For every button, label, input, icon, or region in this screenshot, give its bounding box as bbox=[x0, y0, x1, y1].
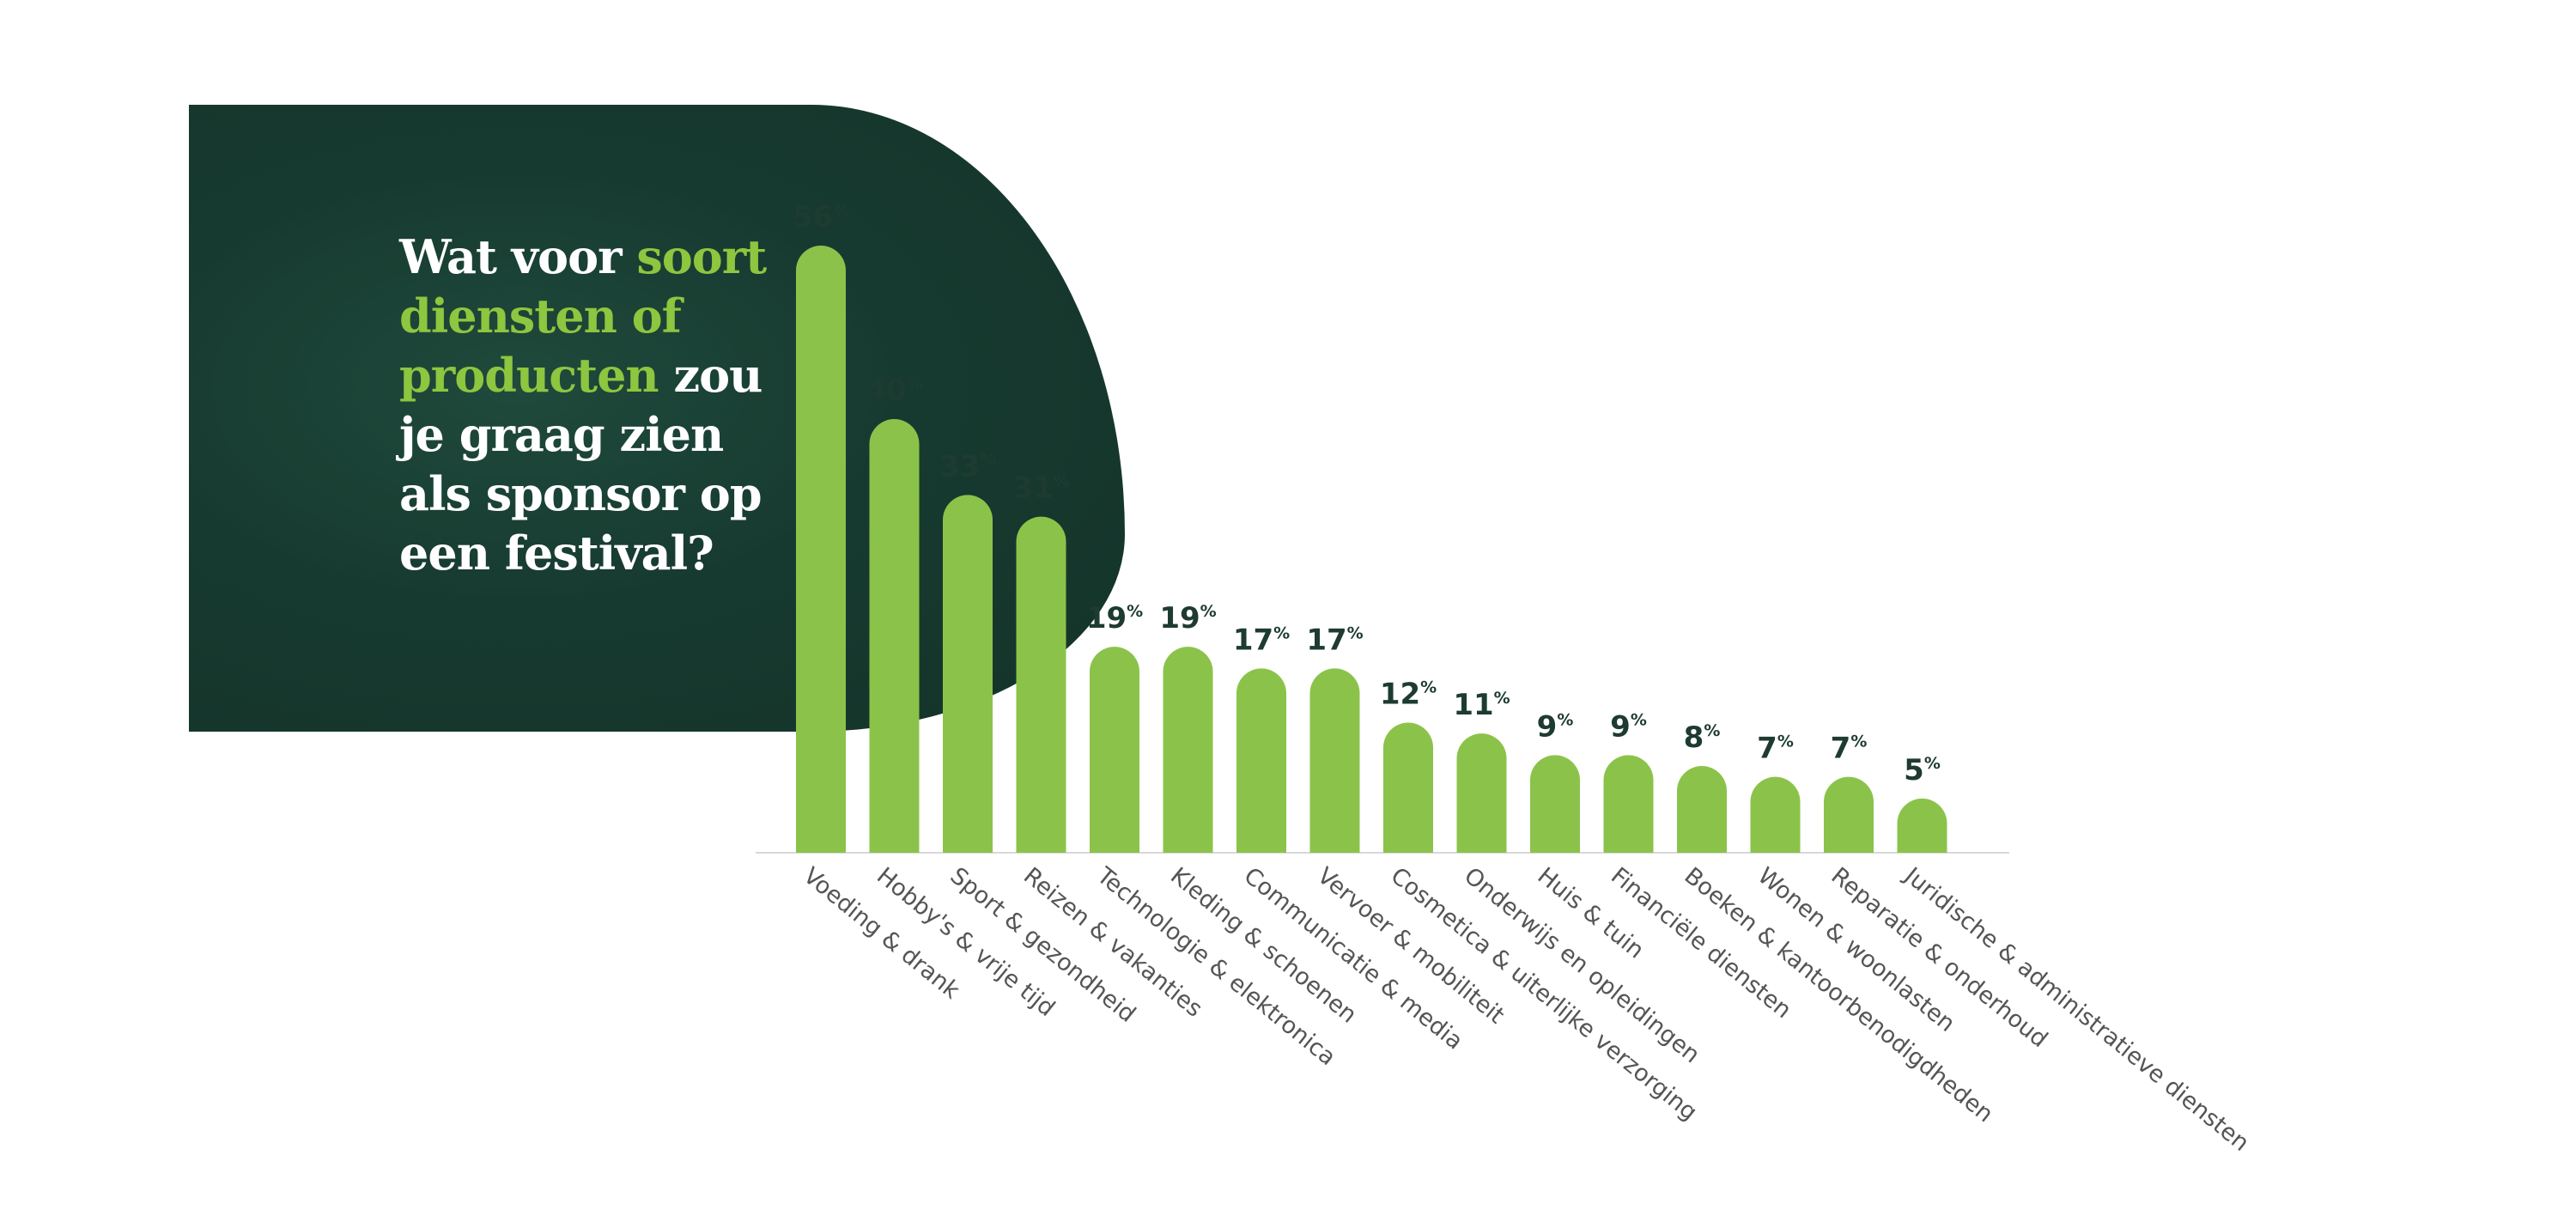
bar-kleding-schoenen bbox=[1163, 647, 1213, 853]
value-label-juridische-administratieve-diensten: 5% bbox=[1904, 753, 1941, 787]
value-label-reparatie-onderhoud: 7% bbox=[1831, 732, 1868, 766]
bar-cosmetica-uiterlijke-verzorging bbox=[1383, 722, 1433, 853]
value-label-financiele-diensten: 9% bbox=[1610, 709, 1647, 744]
value-label-wonen-woonlasten: 7% bbox=[1757, 732, 1794, 766]
value-label-onderwijs-en-opleidingen: 11% bbox=[1453, 688, 1510, 722]
title-part-1: Wat voor bbox=[399, 229, 637, 284]
bar-vervoer-mobiliteit bbox=[1309, 668, 1360, 853]
bar-hobby-s-vrije-tijd bbox=[869, 418, 920, 853]
bar-voeding-drank bbox=[796, 246, 846, 853]
value-label-communicatie-media: 17% bbox=[1233, 623, 1290, 657]
bar-financiele-diensten bbox=[1603, 755, 1654, 853]
value-label-hobby-s-vrije-tijd: 40% bbox=[866, 374, 922, 408]
bar-technologie-elektronica bbox=[1090, 647, 1139, 853]
bar-reizen-vakanties bbox=[1016, 516, 1066, 853]
value-label-kleding-schoenen: 19% bbox=[1159, 601, 1216, 635]
value-label-cosmetica-uiterlijke-verzorging: 12% bbox=[1380, 678, 1437, 712]
title-part-2: zou je graag zien als sponsor op een fes… bbox=[399, 348, 762, 581]
bar-reparatie-onderhoud bbox=[1824, 776, 1874, 853]
value-label-vervoer-mobiliteit: 17% bbox=[1306, 623, 1363, 657]
bar-juridische-administratieve-diensten bbox=[1897, 798, 1947, 853]
title-highlight: soort diensten of producten bbox=[399, 229, 767, 403]
value-label-voeding-drank: 56% bbox=[793, 200, 849, 234]
value-label-boeken-kantoorbenodigdheden: 8% bbox=[1684, 720, 1721, 755]
bar-huis-tuin bbox=[1530, 755, 1580, 853]
value-label-huis-tuin: 9% bbox=[1537, 709, 1574, 744]
value-label-sport-gezondheid: 33% bbox=[939, 449, 996, 483]
bar-onderwijs-en-opleidingen bbox=[1456, 733, 1507, 853]
bar-communicatie-media bbox=[1236, 668, 1286, 853]
chart-title: Wat voor soort diensten of producten zou… bbox=[399, 228, 777, 583]
value-label-technologie-elektronica: 19% bbox=[1086, 601, 1143, 635]
bar-sport-gezondheid bbox=[943, 495, 993, 853]
bar-boeken-kantoorbenodigdheden bbox=[1677, 766, 1727, 853]
value-label-reizen-vakanties: 31% bbox=[1012, 471, 1069, 506]
bar-wonen-woonlasten bbox=[1750, 776, 1801, 853]
